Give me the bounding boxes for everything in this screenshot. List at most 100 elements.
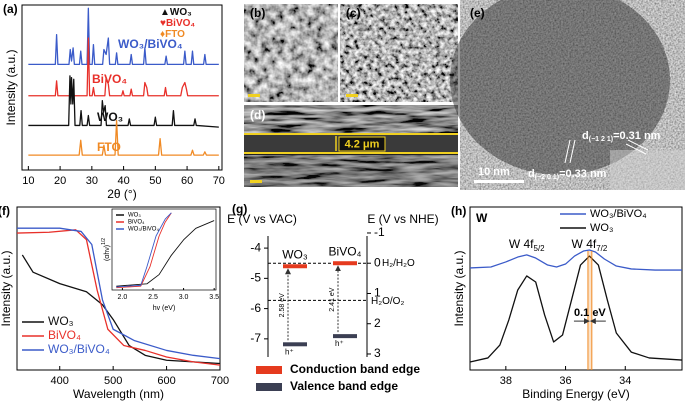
data-line [116, 220, 215, 287]
sem-texture [340, 4, 458, 102]
x-axis-label: hv (eV) [153, 305, 176, 312]
marker-symbol: ▲ [160, 7, 170, 18]
legend-label: WO₃/BiVO₄ [590, 208, 647, 220]
d-symbol: d [528, 168, 535, 180]
series-label: WO₃/BiVO₄ [118, 37, 183, 51]
y2-tick-label: 2 [374, 316, 381, 330]
y-axis-label: Intensity (a.u.) [0, 250, 13, 326]
legend-label: Valence band edge [290, 379, 398, 393]
marker-symbol: ♦ [160, 29, 165, 40]
panel-label: (d) [250, 108, 265, 122]
scale-bar [474, 180, 524, 183]
x-tick-label: 30 [86, 175, 98, 187]
x-tick-label: 600 [157, 375, 175, 387]
band-diagram: (g)E (V vs VAC) E (V vs NHE) -4 -5 -6 -7 -1 0 1 2… [227, 202, 439, 393]
material-label: BiVO₄ [329, 244, 362, 258]
lattice-marker [564, 139, 571, 164]
series-label: BiVO₄ [92, 72, 127, 86]
y-axis-label: Intensity (a.u.) [4, 49, 18, 125]
peak-label-main: W 4f [509, 237, 534, 251]
plot-frame [21, 4, 223, 171]
peak-label-sub: 5/2 [534, 244, 546, 253]
sem-texture [244, 155, 458, 187]
x-tick-label: 34 [619, 375, 631, 387]
x-tick-label: 500 [104, 375, 122, 387]
sem-texture [244, 105, 458, 135]
legend-swatch [256, 366, 282, 374]
y-axis-label: (αhν)1/2 [101, 238, 111, 261]
chart: 10 20 30 40 50 60 70 2θ (°) Intensity (a.u.) (a) W… [3, 2, 225, 201]
plot-frame [469, 206, 683, 371]
scale-label-box [338, 136, 386, 152]
scale-bar [248, 94, 260, 97]
marker-legend: ▲WO₃ [160, 7, 192, 18]
marker-legend: ♥BiVO₄ [160, 18, 195, 29]
x-tick-label: 3.0 [179, 294, 189, 301]
legend-label: WO₃/BiVO₄ [48, 342, 110, 356]
y2-tick-label: 0 [374, 255, 381, 269]
peak-label-sub: 7/2 [596, 244, 608, 253]
y-axis-title: E (V vs VAC) [227, 212, 297, 226]
valence-band [283, 342, 307, 347]
data-line [116, 212, 172, 288]
x-tick-label: 36 [559, 375, 571, 387]
legend-label: WO₃ [590, 222, 613, 234]
marker-label: BiVO₄ [166, 18, 195, 29]
scale-label: 10 nm [478, 166, 510, 178]
marker-label: FTO [165, 29, 185, 40]
y-axis-label-text: Intensity (a.u.) [4, 49, 18, 125]
lattice-marker [627, 139, 649, 151]
d-spacing-label: d(−2 0 1)=0.33 nm [528, 168, 607, 181]
marker-label: WO₃ [170, 7, 192, 18]
y2-tick-label: -1 [374, 225, 385, 239]
y-axis-label-text: Intensity (a.u.) [452, 250, 466, 326]
y-axis-label-text: (αhν) [104, 245, 111, 261]
x-tick-label: 70 [213, 175, 225, 187]
vacuum-region [610, 150, 685, 190]
y-tick-label: -6 [250, 301, 261, 315]
marker-symbol: ♥ [160, 18, 166, 29]
shift-label: 0.1 eV [574, 307, 606, 319]
valence-band [333, 334, 357, 339]
x-tick-label: 10 [22, 175, 34, 187]
panel-label: (c) [346, 6, 361, 20]
gap-label: 2.58 eV [279, 293, 286, 317]
x-tick-label: 60 [181, 175, 193, 187]
panel-label: (a) [3, 2, 18, 16]
y-tick-label: -4 [250, 240, 261, 254]
tem-image-e: 10 nm d(−1 2 1)=0.31 nm d(−2 0 1)=0.33 n… [450, 0, 685, 190]
thickness-label: 4.2 μm [345, 138, 380, 150]
series-label: FTO [97, 140, 121, 154]
data-line [116, 212, 172, 289]
sem-image-d: 4.2 μm (d) [244, 105, 458, 187]
x-tick-label: 700 [211, 375, 229, 387]
data-line [16, 229, 221, 366]
legend-label: BiVO₄ [128, 220, 145, 226]
panel-label: (e) [470, 6, 485, 20]
d-spacing-label: d(−1 2 1)=0.31 nm [582, 130, 661, 143]
y2-tick-label: 1 [374, 286, 381, 300]
legend-label: BiVO₄ [48, 328, 81, 342]
x-tick-label: 2.5 [148, 294, 158, 301]
shift-band [587, 251, 592, 370]
x-axis-label: 2θ (°) [107, 187, 136, 201]
panel-label: (f) [0, 204, 10, 218]
panel-label: (b) [250, 6, 265, 20]
data-line [28, 7, 219, 66]
x-tick-label: 20 [54, 175, 66, 187]
legend-label: WO₃ [48, 314, 74, 328]
d-plane: (−2 0 1) [535, 174, 559, 181]
sem-image-b: (b) [244, 4, 338, 102]
y-axis-label-power: 1/2 [101, 238, 107, 245]
peak-label: W 4f7/2 [572, 237, 608, 253]
chart-title: W [476, 211, 488, 225]
peak-label-main: W 4f [572, 237, 597, 251]
redox-label: H₂O/O₂ [371, 296, 404, 307]
data-line [21, 254, 221, 365]
legend-swatch [256, 383, 282, 391]
peak-label: W 4f5/2 [509, 237, 545, 253]
x-axis-label: Binding Energy (eV) [522, 387, 629, 401]
y-tick-label: -5 [250, 271, 261, 285]
x-tick-label: 3.5 [209, 294, 219, 301]
data-line [28, 75, 219, 128]
